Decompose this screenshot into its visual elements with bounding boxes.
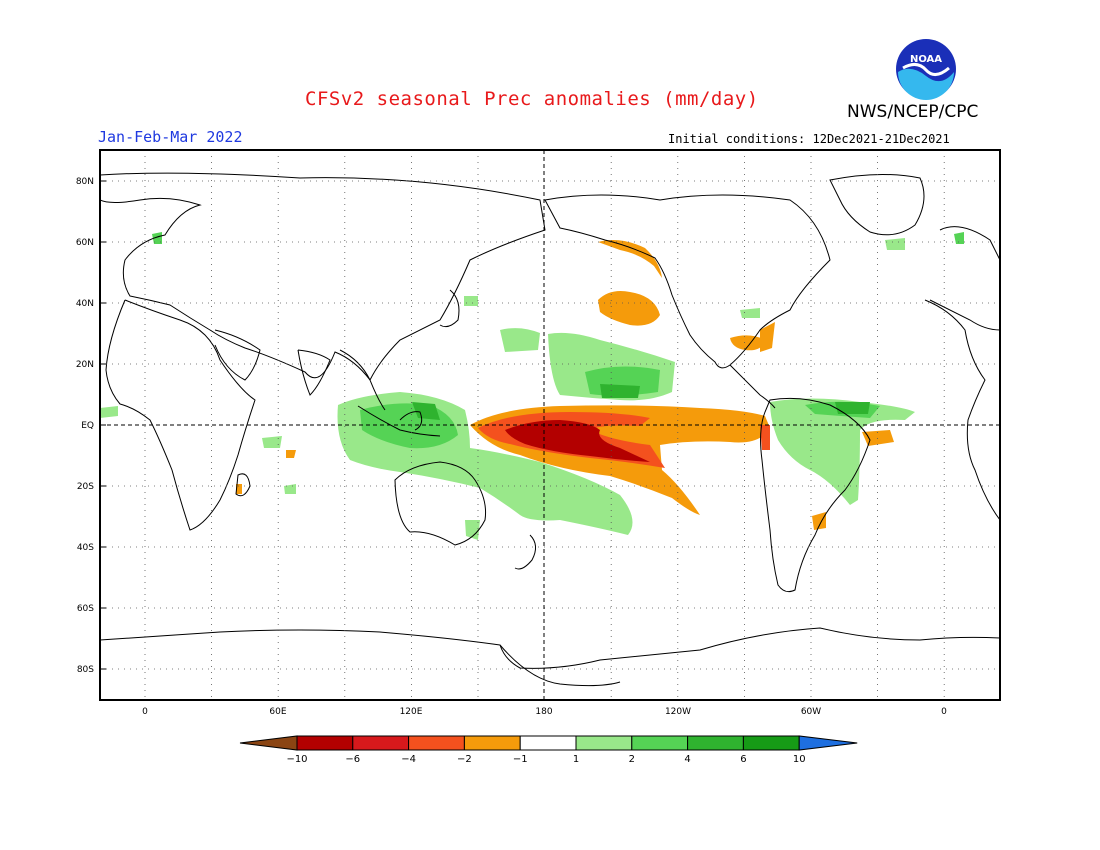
graticule: [100, 150, 1000, 700]
wet-anomaly-atlantic: [100, 406, 118, 418]
wet-anomaly-greenland: [885, 238, 905, 250]
wet-anomaly-maritime-dark: [412, 402, 440, 420]
dry-anomaly-pacific-3: [505, 420, 650, 462]
coastlines: [100, 172, 1000, 687]
noaa-logo: NOAA: [896, 39, 956, 100]
lat-label: 20N: [76, 360, 94, 370]
coast-eurasia: [100, 172, 546, 381]
dry-anomaly-argentina: [812, 512, 826, 530]
lat-label: 80S: [77, 665, 94, 675]
colorbar-swatch: [352, 735, 410, 751]
wet-anomaly-newfoundland: [740, 308, 760, 318]
latitude-labels: 80N 60N 40N 20N EQ 20S 40S 60S 80S: [76, 177, 94, 675]
colorbar-swatch: [408, 735, 465, 751]
colorbar-tick-label: 4: [684, 754, 690, 765]
org-label: NWS/NCEP/CPC: [847, 102, 979, 122]
coast-antarctica: [100, 627, 1000, 669]
coast-antarctica-ross: [499, 644, 621, 687]
colorbar-swatch: [631, 735, 689, 751]
coast-madagascar: [235, 473, 251, 497]
anomaly-fields: [100, 232, 964, 540]
colorbar-tick-label: 2: [629, 754, 635, 765]
wet-anomaly-norway: [152, 232, 162, 244]
lat-label: 60N: [76, 238, 94, 248]
dry-anomaly-florida: [760, 322, 775, 352]
coast-australia: [394, 461, 486, 546]
wet-anomaly-se-australia: [465, 520, 480, 540]
colorbar-swatch: [687, 735, 744, 751]
lat-label: 80N: [76, 177, 94, 187]
colorbar-arrow-left: [239, 735, 298, 751]
lat-label: 60S: [77, 604, 94, 614]
coast-greenland: [829, 173, 925, 236]
colorbar-tick-label: 1: [573, 754, 579, 765]
coast-africa: [105, 299, 256, 531]
season-label: Jan-Feb-Mar 2022: [98, 128, 243, 146]
wet-anomaly-amazon: [770, 398, 915, 505]
colorbar: [239, 735, 858, 751]
coast-india: [297, 349, 331, 396]
wet-anomaly-japan: [464, 296, 478, 306]
lon-label: 120W: [665, 707, 691, 717]
colorbar-swatch: [575, 735, 633, 751]
colorbar-tick-label: 10: [793, 754, 806, 765]
colorbar-swatch: [519, 735, 577, 751]
lat-label: 20S: [77, 482, 94, 492]
coast-arabia: [214, 329, 261, 381]
lon-label: 60W: [801, 707, 821, 717]
lon-label: 0: [142, 707, 148, 717]
colorbar-swatch: [742, 735, 800, 751]
colorbar-tick-label: 6: [740, 754, 746, 765]
colorbar-tick-label: −6: [345, 754, 360, 765]
colorbar-tick-label: −1: [513, 754, 528, 765]
dry-anomaly-brazil: [862, 430, 894, 446]
colorbar-tick-label: −10: [286, 754, 307, 765]
coast-japan: [439, 289, 460, 328]
coast-south-america: [760, 397, 871, 593]
colorbar-arrow-right: [798, 735, 858, 751]
dry-anomaly-north-pacific: [598, 291, 660, 326]
coast-central-america: [729, 364, 776, 409]
coast-africa-east: [924, 299, 1000, 521]
wet-anomaly-africa-2: [284, 484, 296, 494]
coast-north-america: [544, 194, 831, 369]
lat-label: EQ: [81, 421, 94, 431]
colorbar-tick-label: −2: [457, 754, 472, 765]
dry-anomaly-gulf: [730, 335, 765, 351]
lon-label: 180: [535, 707, 552, 717]
colorbar-swatch: [463, 735, 521, 751]
map-title: CFSv2 seasonal Prec anomalies (mm/day): [305, 88, 759, 110]
dry-anomaly-andes: [760, 425, 770, 450]
lon-label: 60E: [269, 707, 286, 717]
wet-anomaly-africa-1: [262, 436, 282, 448]
lon-label: 120E: [400, 707, 423, 717]
wet-anomaly-norway-2: [954, 232, 964, 244]
wet-anomaly-north-pacific-dark: [600, 384, 640, 398]
map-frame: [99, 149, 1001, 701]
colorbar-tick-label: −4: [401, 754, 416, 765]
lat-label: 40N: [76, 299, 94, 309]
longitude-labels: 0 60E 120E 180 120W 60W 0: [142, 707, 947, 717]
lat-label: 40S: [77, 543, 94, 553]
coast-new-zealand: [514, 534, 536, 570]
lon-label: 0: [941, 707, 947, 717]
colorbar-labels: −10 −6 −4 −2 −1 1 2 4 6 10: [286, 754, 805, 765]
dry-anomaly-madagascar: [236, 484, 242, 494]
wet-anomaly-amazon-dark: [835, 402, 870, 414]
coast-indonesia: [357, 405, 441, 437]
initial-conditions-label: Initial conditions: 12Dec2021-21Dec2021: [668, 132, 950, 146]
noaa-logo-text: NOAA: [910, 54, 942, 65]
dry-anomaly-alaska: [598, 240, 662, 278]
dry-anomaly-indian-ocean: [286, 450, 296, 458]
wet-anomaly-north-pacific-2: [500, 328, 540, 352]
coast-se-asia: [339, 349, 386, 411]
colorbar-swatch: [296, 735, 354, 751]
